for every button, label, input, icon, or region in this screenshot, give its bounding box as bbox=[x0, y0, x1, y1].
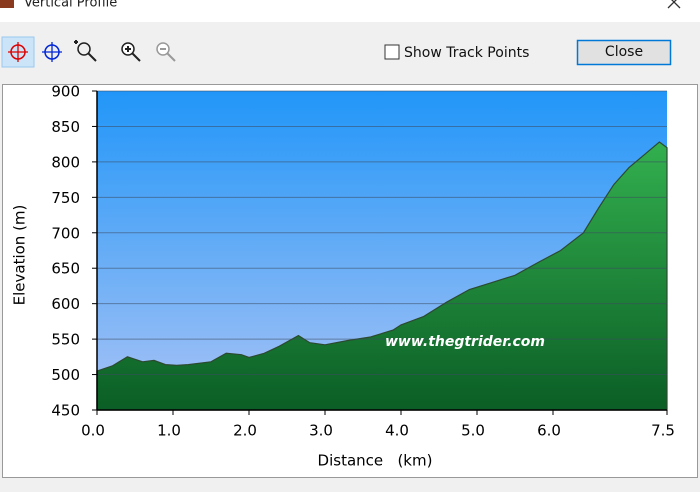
title-bar bbox=[0, 0, 700, 22]
y-tick-label: 500 bbox=[51, 366, 80, 384]
y-tick-label: 650 bbox=[51, 260, 80, 278]
checkbox-label[interactable]: Show Track Points bbox=[404, 45, 529, 61]
y-tick-label: 600 bbox=[51, 295, 80, 313]
window-title: Vertical Profile bbox=[24, 0, 117, 11]
x-tick-label: 1.0 bbox=[157, 422, 181, 440]
x-tick-label: 5.0 bbox=[461, 422, 485, 440]
window-close[interactable] bbox=[667, 0, 681, 9]
watermark: www.thegtrider.com bbox=[385, 334, 545, 350]
x-tick-label: 3.0 bbox=[309, 422, 333, 440]
tool-zoom-area[interactable] bbox=[77, 42, 91, 56]
x-tick-label: 0.0 bbox=[81, 422, 105, 440]
y-axis-label: Elevation (m) bbox=[11, 205, 29, 306]
chart: 450 500 550 600 650 700 750 800 850 900 0.0 1.0 2.0 3… bbox=[11, 83, 675, 470]
x-axis-label: Distance (km) bbox=[318, 452, 433, 470]
y-tick-label: 750 bbox=[51, 189, 80, 207]
y-tick-label: 700 bbox=[51, 224, 80, 242]
x-tick-label: 2.0 bbox=[233, 422, 257, 440]
tool-zoom-area-handle bbox=[74, 40, 97, 62]
x-tick-label: 6.0 bbox=[537, 422, 561, 440]
y-tick-label: 800 bbox=[51, 153, 80, 171]
tool-cross-red-lines bbox=[8, 42, 28, 62]
y-tick-label: 550 bbox=[51, 331, 80, 349]
y-tick-label: 850 bbox=[51, 118, 80, 136]
app-icon bbox=[0, 0, 14, 8]
y-tick-label: 450 bbox=[51, 402, 80, 420]
y-tick-label: 900 bbox=[51, 83, 80, 101]
close-button-label[interactable]: Close bbox=[605, 44, 643, 60]
tool-cross-blue-lines bbox=[42, 42, 62, 62]
checkbox[interactable] bbox=[384, 44, 400, 60]
x-tick-label: 7.5 bbox=[651, 422, 675, 440]
tool-zoom-in-marks bbox=[125, 46, 141, 62]
close-button[interactable] bbox=[576, 39, 672, 66]
x-tick-label: 4.0 bbox=[385, 422, 409, 440]
tool-zoom-out-marks bbox=[160, 48, 176, 62]
